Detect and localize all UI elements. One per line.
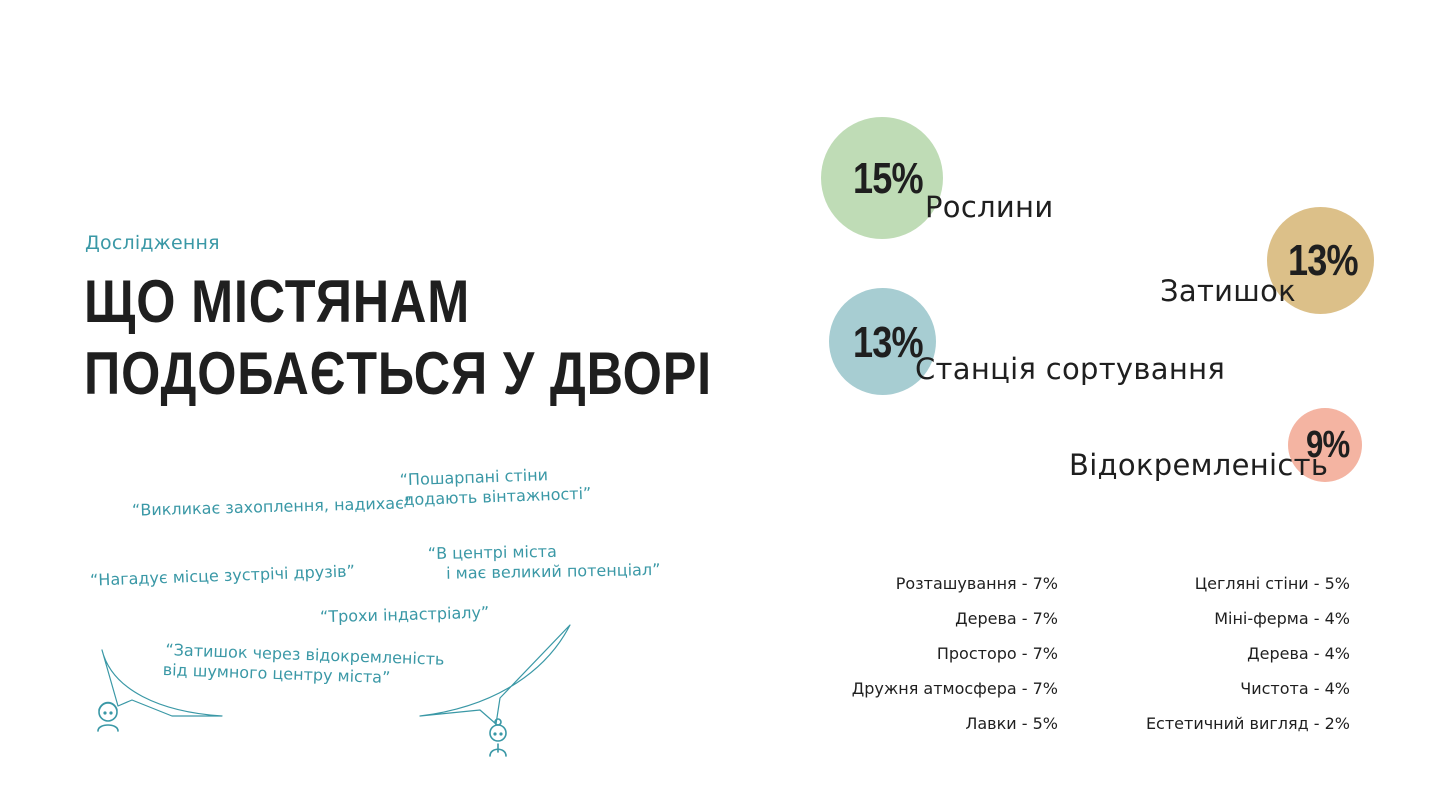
percent-sorting-station: 13% <box>853 318 924 367</box>
list-item: Цегляні стіни - 5% <box>1194 574 1350 593</box>
list-item: Естетичний вигляд - 2% <box>1145 714 1350 733</box>
list-item: Дерева - 7% <box>955 609 1058 628</box>
person-with-bun-icon <box>489 718 507 757</box>
circle-isolation <box>1288 408 1362 482</box>
label-plants: Рослини <box>925 190 1054 224</box>
list-item: Розташування - 7% <box>895 574 1058 593</box>
list-left: Розташування - 7% Дерева - 7% Просторо -… <box>800 574 1058 754</box>
section-subtitle: Дослідження <box>85 232 220 254</box>
list-item: Просторо - 7% <box>936 644 1058 663</box>
list-item: Дружня атмосфера - 7% <box>851 679 1058 698</box>
label-coziness: Затишок <box>1160 274 1296 308</box>
page-title-line-2: ПОДОБАЄТЬСЯ У ДВОРІ <box>84 340 713 407</box>
circle-plants <box>821 117 943 239</box>
percent-isolation: 9% <box>1306 424 1350 466</box>
person-icon <box>97 701 119 732</box>
page-title-line-1: ЩО МІСТЯНАМ <box>84 268 471 335</box>
speech-bubble-right <box>419 624 571 725</box>
list-item: Чистота - 4% <box>1240 679 1350 698</box>
page-title: ЩО МІСТЯНАМ ПОДОБАЄТЬСЯ У ДВОРІ <box>84 266 712 410</box>
list-item: Дерева - 4% <box>1247 644 1350 663</box>
label-sorting-station: Станція сортування <box>915 352 1226 386</box>
list-item: Лавки - 5% <box>965 714 1058 733</box>
percent-coziness: 13% <box>1288 236 1359 285</box>
speech-bubble-left <box>101 649 223 717</box>
label-isolation: Відокремленість <box>1069 448 1329 482</box>
percent-plants: 15% <box>853 154 924 203</box>
circle-coziness <box>1267 207 1374 314</box>
circle-sorting-station <box>829 288 936 395</box>
list-item: Міні-ферма - 4% <box>1214 609 1350 628</box>
list-right: Цегляні стіни - 5% Міні-ферма - 4% Дерев… <box>1100 574 1350 754</box>
